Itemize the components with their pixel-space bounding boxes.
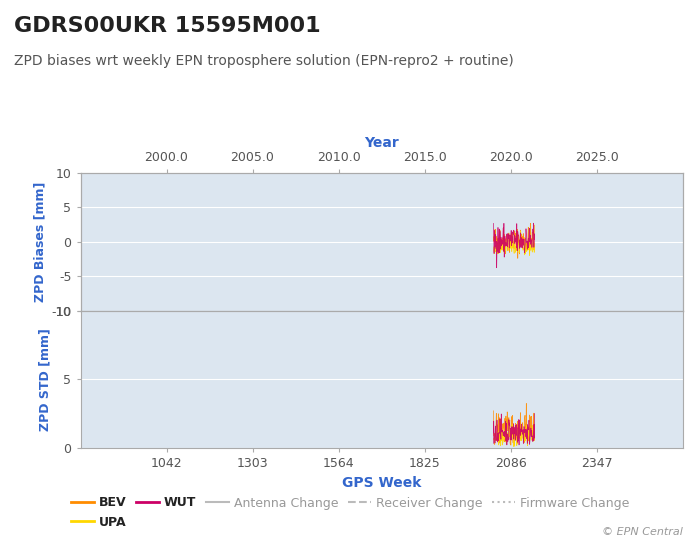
Text: ZPD biases wrt weekly EPN troposphere solution (EPN-repro2 + routine): ZPD biases wrt weekly EPN troposphere so…: [14, 54, 514, 68]
Y-axis label: ZPD Biases [mm]: ZPD Biases [mm]: [34, 181, 47, 302]
Text: GDRS00UKR 15595M001: GDRS00UKR 15595M001: [14, 16, 321, 36]
Text: © EPN Central: © EPN Central: [601, 527, 682, 537]
X-axis label: Year: Year: [364, 136, 399, 150]
Y-axis label: ZPD STD [mm]: ZPD STD [mm]: [38, 328, 51, 431]
Legend: BEV, UPA, WUT, Antenna Change, Receiver Change, Firmware Change: BEV, UPA, WUT, Antenna Change, Receiver …: [66, 491, 634, 534]
X-axis label: GPS Week: GPS Week: [342, 476, 421, 490]
